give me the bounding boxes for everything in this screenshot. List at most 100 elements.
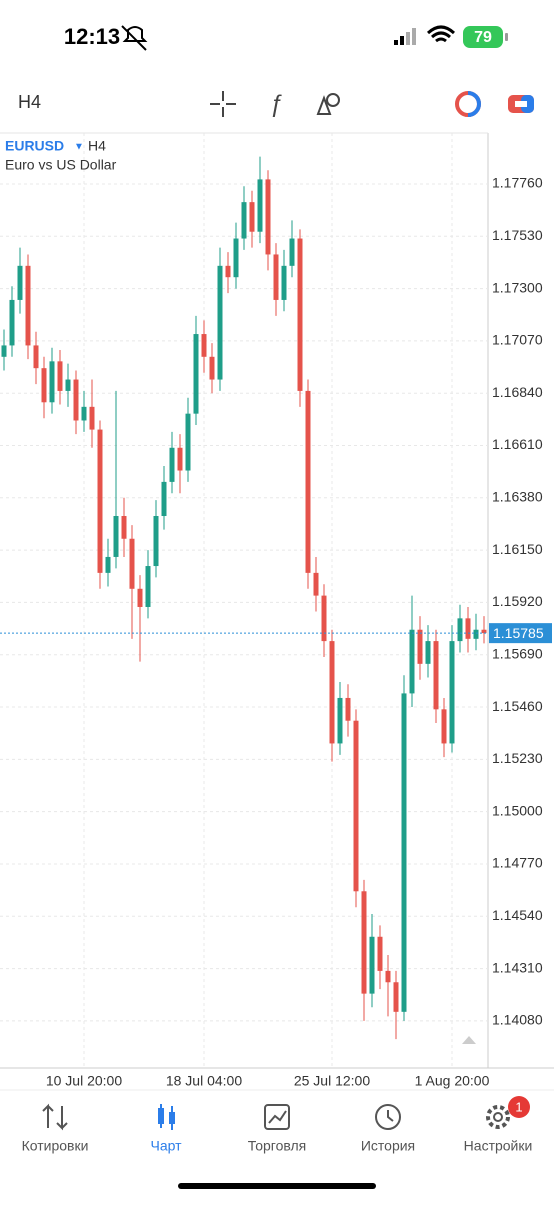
y-tick-label: 1.17070 <box>492 332 543 348</box>
candle-body <box>473 629 479 639</box>
account-button[interactable] <box>455 91 481 117</box>
candle-body <box>113 516 119 557</box>
candle-body <box>337 697 343 744</box>
chart-timeframe: H4 <box>88 138 106 154</box>
symbol-dropdown[interactable]: ▼ <box>74 142 84 153</box>
candle-body <box>257 179 263 232</box>
y-tick-label: 1.14540 <box>492 907 543 923</box>
candle-body <box>209 356 215 380</box>
candle-body <box>81 406 87 421</box>
crosshair-button[interactable] <box>210 91 236 117</box>
x-tick-label: 1 Aug 20:00 <box>415 1073 490 1089</box>
candle-body <box>433 641 439 710</box>
candle-body <box>137 588 143 607</box>
timeframe-button[interactable]: H4 <box>18 92 41 112</box>
candle-body <box>161 481 167 517</box>
candle-body <box>185 413 191 471</box>
candle-body <box>417 629 423 664</box>
candle-body <box>305 390 311 573</box>
candle-body <box>9 299 15 346</box>
settings-icon <box>486 1105 510 1129</box>
nav-label[interactable]: Чарт <box>150 1138 182 1154</box>
y-tick-label: 1.16380 <box>492 489 543 505</box>
candle-body <box>193 334 199 414</box>
y-tick-label: 1.16840 <box>492 384 543 400</box>
candle-body <box>329 641 335 744</box>
signal-icon <box>394 28 416 45</box>
candle-body <box>201 334 207 357</box>
x-tick-label: 25 Jul 12:00 <box>294 1073 370 1089</box>
candle-body <box>49 361 55 403</box>
x-tick-label: 10 Jul 20:00 <box>46 1073 122 1089</box>
candle-body <box>121 516 127 539</box>
candle-body <box>241 202 247 239</box>
candle-body <box>65 379 71 391</box>
candle-body <box>281 265 287 300</box>
last-price-label: 1.15785 <box>493 625 544 641</box>
candle-body <box>409 629 415 694</box>
symbol[interactable]: EURUSD <box>5 138 64 154</box>
trade-icon <box>264 1104 290 1130</box>
candle-body <box>25 265 31 346</box>
candle-body <box>481 629 487 634</box>
candle-body <box>465 618 471 639</box>
candle-body <box>217 265 223 380</box>
y-tick-label: 1.16610 <box>492 436 543 452</box>
nav-label[interactable]: История <box>361 1138 415 1154</box>
candle-body <box>105 556 111 573</box>
home-indicator <box>178 1183 376 1189</box>
candle-body <box>273 254 279 300</box>
candle-body <box>313 572 319 596</box>
candle-body <box>353 720 359 892</box>
candle-body <box>345 697 351 721</box>
y-tick-label: 1.14310 <box>492 959 543 975</box>
candle-body <box>393 982 399 1012</box>
nav-label[interactable]: Торговля <box>248 1138 306 1154</box>
quotes-icon <box>42 1103 68 1131</box>
nav-label[interactable]: Настройки <box>464 1138 533 1154</box>
candle-body <box>57 361 63 391</box>
scroll-end-marker[interactable] <box>462 1036 476 1044</box>
x-tick-label: 18 Jul 04:00 <box>166 1073 242 1089</box>
candle-body <box>297 238 303 391</box>
candle-body <box>289 238 295 266</box>
y-tick-label: 1.17530 <box>492 227 543 243</box>
candle-body <box>449 641 455 744</box>
candle-body <box>129 538 135 589</box>
mute-icon <box>121 25 148 51</box>
candle-body <box>233 238 239 278</box>
candle-body <box>369 936 375 994</box>
candle-body <box>361 891 367 994</box>
nav-label[interactable]: Котировки <box>22 1138 89 1154</box>
candle-body <box>177 447 183 471</box>
bottom-nav: Котировки Чарт Торговля История Настройки <box>22 1138 533 1154</box>
candle-body <box>89 406 95 430</box>
candle-body <box>17 265 23 300</box>
y-tick-label: 1.17300 <box>492 279 543 295</box>
candle-body <box>153 516 159 567</box>
candle-body <box>441 709 447 744</box>
battery <box>463 26 503 48</box>
y-tick-label: 1.15460 <box>492 698 543 714</box>
y-tick-label: 1.15000 <box>492 802 543 818</box>
candle-body <box>73 379 79 421</box>
battery-tip <box>505 33 508 41</box>
y-tick-label: 1.16150 <box>492 541 543 557</box>
candle-body <box>265 179 271 255</box>
y-tick-label: 1.17760 <box>492 175 543 191</box>
objects-button[interactable] <box>316 93 340 115</box>
symbol-description: Euro vs US Dollar <box>5 157 117 173</box>
candle-body <box>225 265 231 278</box>
candle-body <box>401 693 407 1012</box>
settings-badge <box>508 1096 530 1118</box>
trade-button[interactable] <box>508 95 534 113</box>
y-tick-label: 1.15230 <box>492 750 543 766</box>
battery-level: 79 <box>474 29 492 46</box>
y-tick-label: 1.14770 <box>492 855 543 871</box>
y-tick-label: 1.14080 <box>492 1012 543 1028</box>
candle-body <box>33 345 39 369</box>
settings-badge-count: 1 <box>515 1099 522 1114</box>
wifi-icon <box>426 25 456 43</box>
indicators-button[interactable]: ƒ <box>269 90 282 117</box>
